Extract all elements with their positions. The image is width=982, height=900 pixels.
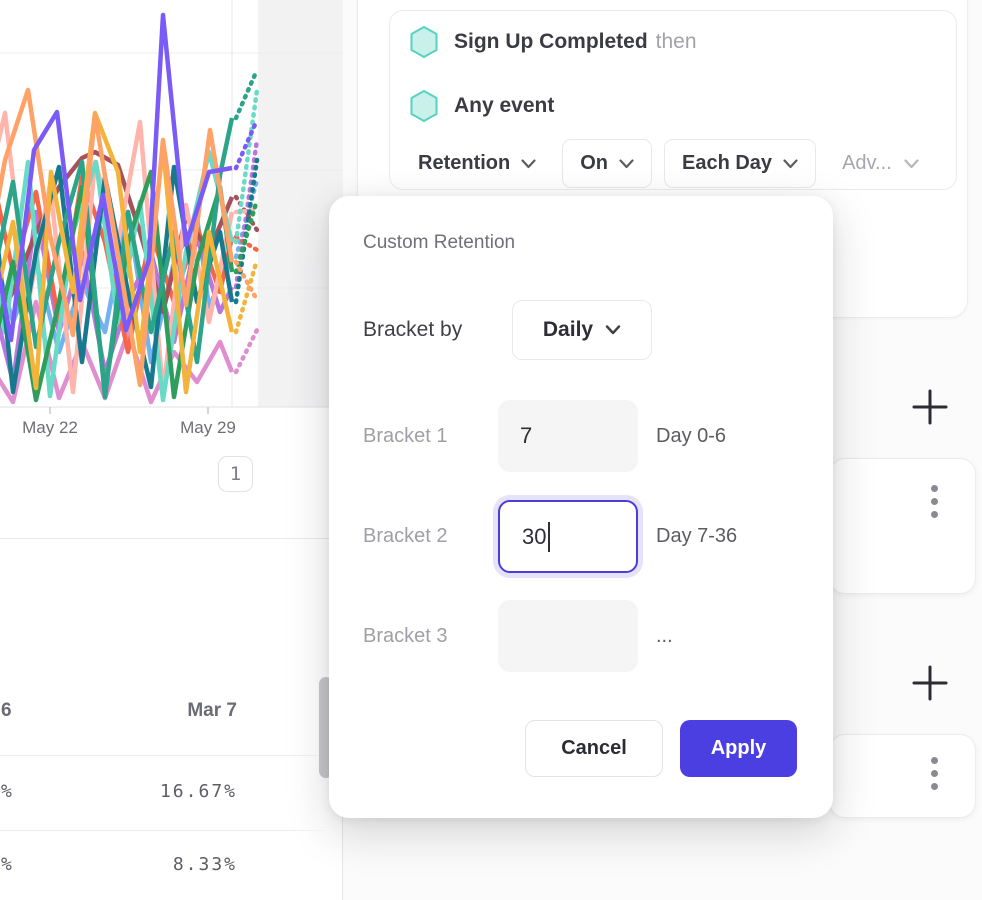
bracket-1-range: Day 0-6	[656, 424, 727, 447]
table-cell: 16.67%	[159, 781, 237, 802]
incomplete-data-region	[258, 0, 343, 407]
bracket-by-row: Bracket by Daily	[363, 300, 652, 360]
cancel-button[interactable]: Cancel	[525, 720, 663, 777]
bracket-3-range: ...	[656, 624, 673, 647]
bracket-1-value: 7	[520, 423, 533, 448]
bracket-row-2: Bracket 2 30 Day 7-36	[363, 500, 737, 573]
event-suffix: then	[655, 30, 697, 53]
advanced-label: Adv...	[842, 152, 892, 174]
bracket-2-range: Day 7-36	[656, 525, 738, 547]
advanced-dropdown[interactable]: Adv...	[828, 139, 933, 188]
on-label: On	[580, 152, 608, 174]
report-row-card	[829, 458, 976, 594]
bracket-2-label: Bracket 2	[363, 525, 448, 547]
left-report-panel: May 22 May 29 1 6 Mar 7 % 16.67% % 8.33%	[0, 0, 343, 900]
chart-series	[0, 12, 260, 405]
bracket-3-label: Bracket 3	[363, 624, 448, 647]
bracket-by-label: Bracket by	[363, 318, 463, 341]
table-row-divider	[0, 830, 332, 831]
pagination-page-button[interactable]: 1	[218, 456, 253, 492]
apply-button[interactable]: Apply	[680, 720, 797, 777]
table-cell-clipped: %	[1, 781, 14, 802]
table-column-header-clipped: 6	[1, 700, 12, 721]
modal-title: Custom Retention	[363, 232, 516, 253]
query-controls-row: Retention On Each Day Adv...	[404, 139, 933, 188]
table-row-divider	[0, 755, 332, 756]
chevron-down-icon	[783, 158, 798, 168]
bracket-1-label: Bracket 1	[363, 424, 448, 447]
event-step-row[interactable]: Sign Up Completed then	[410, 26, 697, 58]
on-dropdown[interactable]: On	[562, 139, 652, 188]
bracket-row-3: Bracket 3 ...	[363, 600, 673, 672]
event-name[interactable]: Sign Up Completed	[454, 30, 648, 53]
custom-retention-modal: Custom Retention Bracket by Daily Bracke…	[329, 196, 833, 818]
granularity-label: Each Day	[682, 152, 773, 174]
text-caret	[548, 521, 551, 552]
x-tick-label: May 22	[22, 418, 78, 437]
retention-events-box: Sign Up Completed then Any event Retenti…	[389, 10, 957, 190]
event-name[interactable]: Any event	[454, 94, 555, 117]
table-cell-clipped: %	[1, 854, 14, 875]
bracket-row-1: Bracket 1 7 Day 0-6	[363, 400, 726, 472]
plus-icon	[912, 665, 948, 701]
table-column-header: Mar 7	[187, 700, 237, 721]
bracket-by-value: Daily	[542, 318, 594, 341]
kebab-menu-icon[interactable]	[927, 481, 942, 522]
add-report-button[interactable]	[911, 388, 949, 426]
chevron-down-icon	[904, 158, 919, 168]
chevron-down-icon	[619, 158, 634, 168]
retention-line-chart[interactable]	[0, 0, 343, 416]
bracket-by-dropdown[interactable]: Daily	[512, 300, 652, 360]
plus-icon	[912, 389, 948, 425]
kebab-menu-icon[interactable]	[927, 753, 942, 794]
x-tick-label: May 29	[180, 418, 236, 437]
x-axis-ticks	[49, 407, 209, 414]
section-divider	[0, 538, 343, 539]
bracket-2-input[interactable]: 30	[498, 500, 638, 573]
report-row-card	[829, 734, 976, 818]
event-step-row[interactable]: Any event	[410, 90, 562, 122]
chevron-down-icon	[605, 325, 621, 335]
measurement-label: Retention	[418, 152, 511, 174]
table-cell: 8.33%	[172, 854, 237, 875]
event-hexagon-icon	[410, 26, 438, 58]
bracket-3-input[interactable]	[498, 600, 638, 672]
measurement-dropdown[interactable]: Retention	[404, 139, 550, 188]
chevron-down-icon	[521, 158, 536, 168]
granularity-dropdown[interactable]: Each Day	[664, 139, 817, 188]
bracket-1-input[interactable]: 7	[498, 400, 638, 472]
bracket-2-value: 30	[522, 523, 547, 549]
event-hexagon-icon	[410, 90, 438, 122]
add-report-button[interactable]	[911, 664, 949, 702]
